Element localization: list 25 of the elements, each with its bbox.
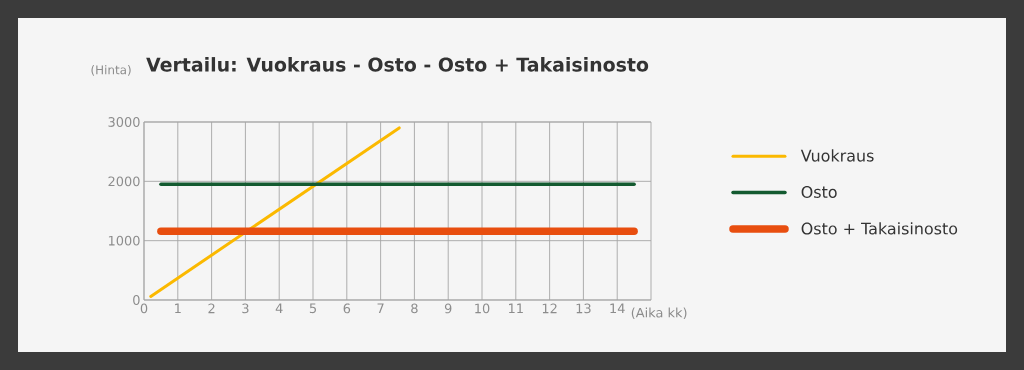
x-axis-title: (Aika kk) [631, 307, 687, 320]
x-tick-label: 10 [475, 303, 490, 314]
y-tick-label: 1000 [108, 235, 140, 246]
legend-label: Osto + Takaisinosto [801, 222, 958, 235]
legend-label: Osto [801, 185, 837, 198]
x-tick-label: 1 [175, 303, 181, 313]
x-tick-label: 7 [377, 303, 384, 313]
y-tick-label: 0 [133, 295, 140, 305]
x-tick-label: 12 [542, 303, 557, 314]
x-tick-label: 5 [309, 303, 316, 314]
x-tick-label: 0 [140, 303, 148, 314]
y-tick-label: 2000 [108, 176, 140, 187]
legend-label: Vuokraus [800, 149, 874, 162]
y-tick-label: 3000 [108, 117, 140, 127]
x-tick-label: 14 [610, 303, 625, 313]
chart-title: Vertailu: Vuokraus - Osto - Osto + Takaisinosto [146, 57, 649, 72]
x-tick-label: 3 [242, 303, 249, 314]
x-tick-label: 2 [208, 303, 215, 314]
x-tick-label: 6 [343, 303, 351, 314]
x-tick-label: 11 [508, 303, 523, 313]
x-tick-label: 9 [444, 303, 452, 314]
x-tick-label: 8 [411, 303, 418, 314]
x-tick-label: 13 [576, 303, 591, 314]
y-axis-title: (Hinta) [91, 65, 131, 76]
x-tick-label: 4 [275, 303, 283, 313]
